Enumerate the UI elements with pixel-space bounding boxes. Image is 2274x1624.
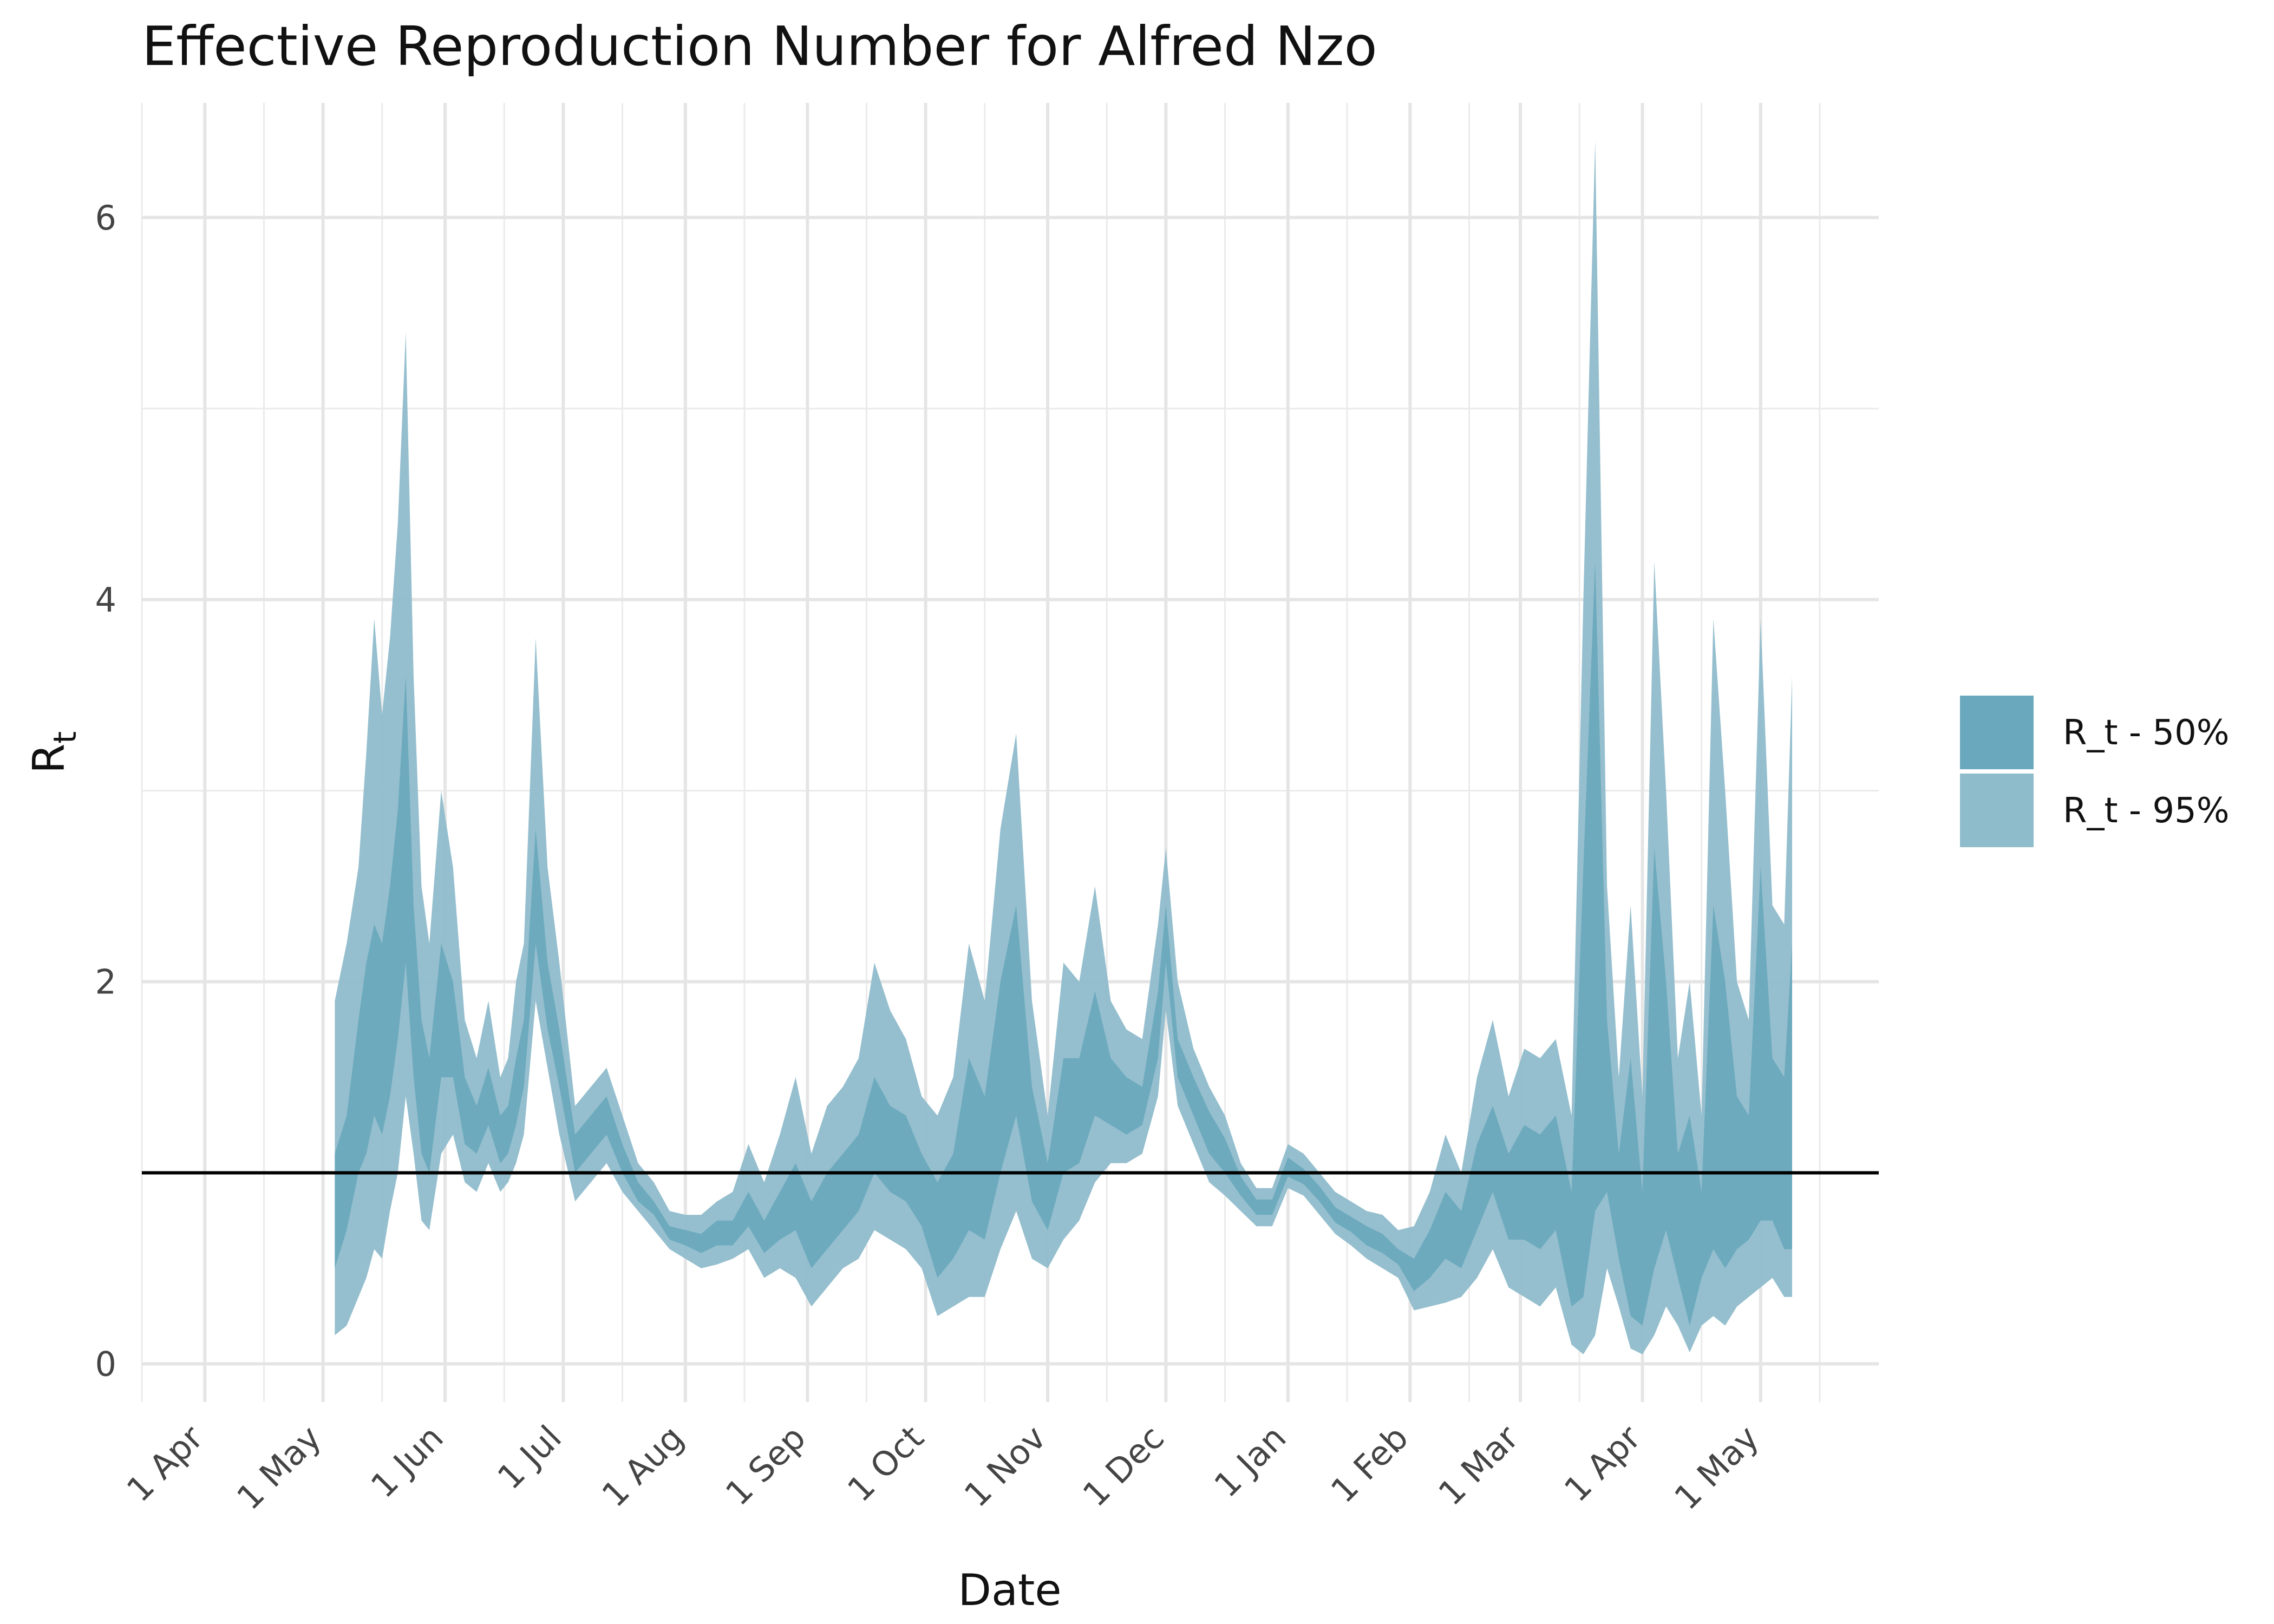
y-tick-label: 2: [95, 962, 116, 1002]
y-tick-label: 6: [95, 198, 116, 238]
legend-swatch: [1960, 696, 2034, 769]
y-axis-title-main: R: [24, 744, 74, 774]
y-tick-label: 4: [95, 580, 116, 620]
legend-swatch: [1960, 774, 2034, 847]
y-axis-title: Rt: [24, 731, 83, 774]
y-axis-title-subscript: t: [47, 731, 83, 744]
legend-label: R_t - 50%: [2063, 713, 2230, 753]
legend-label: R_t - 95%: [2063, 791, 2230, 831]
y-tick-label: 0: [95, 1344, 116, 1384]
legend: R_t - 50% R_t - 95%: [1960, 696, 2230, 847]
svg-text:Rt: Rt: [24, 731, 83, 774]
chart-title: Effective Reproduction Number for Alfred…: [142, 15, 1377, 78]
x-axis-title: Date: [958, 1565, 1061, 1615]
y-axis-tick-labels: 0 2 4 6: [95, 198, 116, 1384]
